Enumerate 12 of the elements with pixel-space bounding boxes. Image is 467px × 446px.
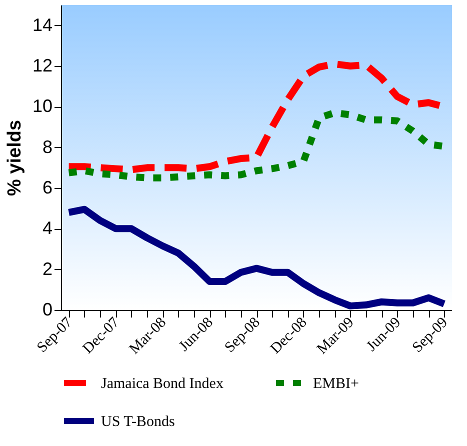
y-axis-title: % yields xyxy=(4,120,26,196)
legend-label: US T-Bonds xyxy=(101,414,175,430)
legend-label: EMBI+ xyxy=(313,376,359,392)
y-tick-label: 14 xyxy=(32,14,52,35)
y-tick-label: 12 xyxy=(32,56,52,76)
y-tick-label: 6 xyxy=(42,178,52,198)
y-tick-label: 8 xyxy=(42,136,52,157)
y-tick-label: 2 xyxy=(42,258,52,279)
y-tick-label: 4 xyxy=(42,218,52,238)
y-tick-label: 0 xyxy=(42,300,52,320)
y-tick-label: 10 xyxy=(32,96,52,116)
legend-label: Jamaica Bond Index xyxy=(101,376,224,392)
